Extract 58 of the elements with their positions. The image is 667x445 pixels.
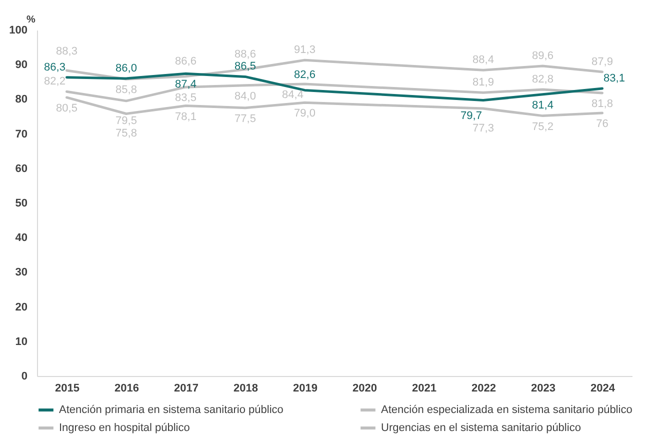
data-label: 82,2 [44, 76, 66, 88]
data-label: 84,4 [282, 88, 304, 101]
legend-label: Urgencias en el sistema sanitario público [381, 422, 581, 434]
data-label: 83,5 [175, 92, 196, 104]
legend-label: Atención especializada en sistema sanitario público [381, 404, 632, 416]
y-tick-label: 90 [15, 59, 28, 72]
data-label: 77,3 [472, 122, 494, 135]
x-tick-label: 2019 [293, 382, 318, 394]
data-label: 80,5 [56, 102, 78, 114]
y-tick-label: 50 [15, 198, 28, 210]
data-label: 75,8 [116, 128, 137, 140]
data-label: 75,2 [532, 120, 554, 133]
y-tick-label: 10 [15, 336, 28, 348]
data-label: 89,6 [532, 50, 554, 62]
y-tick-label: 80 [15, 94, 28, 106]
x-tick-label: 2020 [352, 382, 377, 394]
y-axis-title: % [26, 14, 36, 26]
y-tick-label: 60 [15, 162, 28, 175]
data-label: 86,3 [44, 61, 66, 74]
data-label: 91,3 [294, 44, 316, 56]
data-label: 88,4 [472, 54, 494, 66]
data-label: 85,8 [116, 84, 137, 96]
data-label: 76 [596, 118, 608, 130]
data-label: 79,7 [460, 110, 482, 122]
x-tick-label: 2023 [531, 382, 556, 394]
data-label: 79,0 [294, 108, 316, 120]
y-tick-label: 0 [21, 370, 28, 382]
data-label: 81,8 [592, 98, 613, 110]
data-label: 88,6 [234, 48, 256, 60]
data-label: 86,6 [175, 55, 196, 68]
data-label: 87,9 [592, 56, 613, 68]
y-tick-label: 40 [15, 232, 28, 244]
x-tick-label: 2022 [472, 382, 496, 394]
data-label: 86,5 [234, 60, 256, 73]
data-label: 83,1 [604, 72, 625, 84]
legend-label: Ingreso en hospital público [59, 422, 190, 434]
data-label: 88,3 [56, 45, 78, 58]
data-label: 81,9 [472, 76, 494, 89]
data-label: 86,0 [116, 62, 137, 74]
x-tick-label: 2016 [114, 382, 139, 394]
data-label: 84,0 [234, 90, 256, 102]
data-label: 79,5 [116, 114, 137, 127]
x-tick-label: 2018 [234, 382, 258, 394]
x-tick-label: 2024 [590, 382, 616, 394]
data-label: 81,4 [532, 99, 554, 112]
data-label: 87,4 [175, 78, 196, 91]
y-tick-label: 100 [9, 24, 28, 36]
x-tick-label: 2015 [55, 382, 80, 394]
x-tick-label: 2017 [174, 382, 198, 394]
legend-label: Atención primaria en sistema sanitario público [59, 404, 284, 416]
data-label: 77,5 [234, 112, 256, 125]
y-tick-label: 20 [15, 301, 28, 314]
data-label: 82,6 [294, 69, 316, 82]
y-tick-label: 30 [15, 266, 28, 279]
data-label: 78,1 [175, 110, 196, 123]
x-tick-label: 2021 [412, 382, 436, 394]
y-tick-label: 70 [15, 128, 28, 140]
data-label: 82,8 [532, 74, 554, 86]
